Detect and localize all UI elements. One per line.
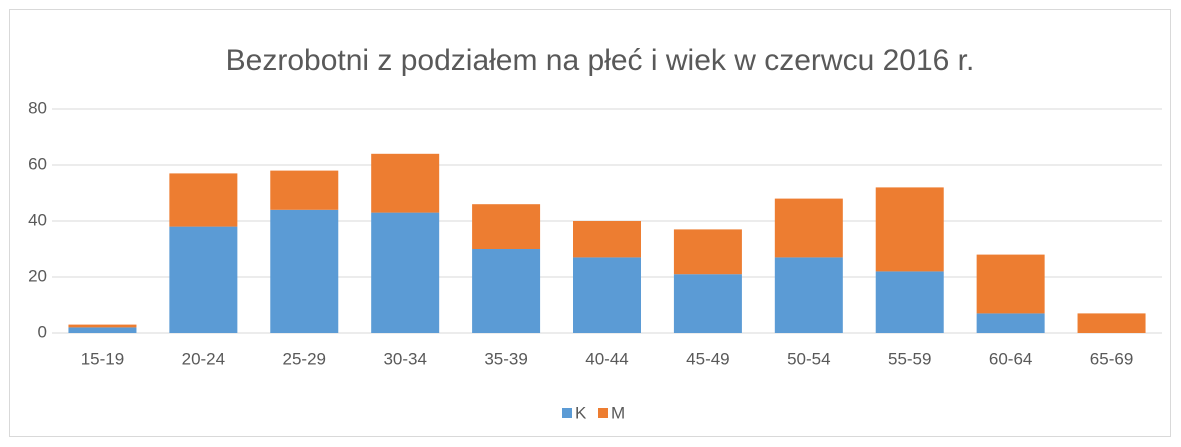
x-tick-label: 60-64 bbox=[989, 349, 1032, 368]
bar-segment bbox=[68, 324, 137, 328]
chart-title: Bezrobotni z podziałem na płeć i wiek w … bbox=[226, 44, 975, 77]
bar-segment bbox=[976, 313, 1045, 333]
bar-segment bbox=[573, 257, 641, 333]
x-tick-label: 30-34 bbox=[383, 349, 426, 368]
bar-segment bbox=[673, 274, 742, 333]
y-tick-label: 60 bbox=[28, 154, 47, 173]
bar-segment bbox=[472, 249, 541, 333]
bar-segment bbox=[774, 257, 843, 333]
y-tick-label: 40 bbox=[28, 210, 47, 229]
bar-segment bbox=[371, 212, 440, 333]
bar-segment bbox=[875, 187, 944, 272]
bar-segment bbox=[976, 254, 1045, 314]
x-tick-label: 15-19 bbox=[81, 349, 124, 368]
bar-segment bbox=[1077, 313, 1146, 333]
bar-segment bbox=[371, 153, 440, 213]
legend-swatch bbox=[598, 408, 608, 418]
bar-segment bbox=[472, 204, 541, 249]
y-tick-label: 20 bbox=[28, 266, 47, 285]
x-tick-label: 55-59 bbox=[888, 349, 931, 368]
x-tick-label: 45-49 bbox=[686, 349, 729, 368]
bar-segment bbox=[875, 271, 944, 333]
bar-segment bbox=[68, 327, 137, 333]
legend-label: M bbox=[611, 403, 625, 422]
x-tick-label: 65-69 bbox=[1090, 349, 1133, 368]
y-tick-label: 0 bbox=[38, 322, 47, 341]
legend-label: K bbox=[575, 403, 587, 422]
bar-segment bbox=[270, 209, 339, 333]
bar-segment bbox=[270, 170, 339, 210]
x-tick-label: 20-24 bbox=[182, 349, 225, 368]
bar-segment bbox=[774, 198, 843, 258]
x-tick-label: 25-29 bbox=[283, 349, 326, 368]
bar-segment bbox=[169, 226, 238, 333]
legend-swatch bbox=[562, 408, 572, 418]
x-tick-label: 35-39 bbox=[484, 349, 527, 368]
x-tick-label: 50-54 bbox=[787, 349, 830, 368]
bar-segment bbox=[673, 229, 742, 275]
y-tick-label: 80 bbox=[28, 98, 47, 117]
x-tick-label: 40-44 bbox=[585, 349, 628, 368]
bar-segment bbox=[573, 221, 641, 258]
bar-segment bbox=[169, 173, 238, 227]
